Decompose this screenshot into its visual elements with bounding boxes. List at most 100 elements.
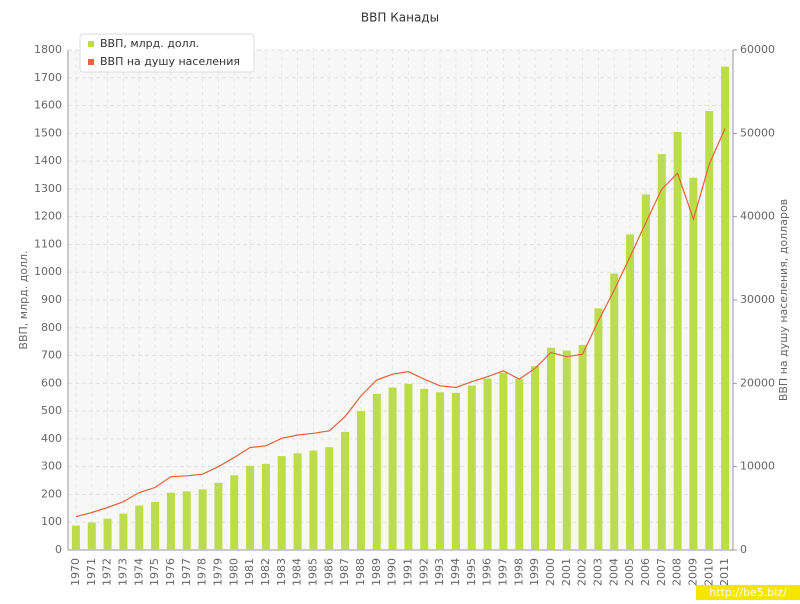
x-tick-label: 2006	[639, 558, 652, 586]
x-tick-label: 2003	[591, 558, 604, 586]
bar	[341, 431, 350, 550]
bar	[451, 392, 460, 550]
bar	[182, 491, 191, 550]
bar	[246, 465, 255, 550]
chart-title: ВВП Канады	[361, 11, 439, 25]
bar	[325, 447, 334, 550]
x-tick-label: 1991	[401, 558, 414, 586]
y-tick-label: 1600	[34, 99, 62, 112]
bar	[641, 194, 650, 550]
bar	[562, 350, 571, 550]
x-tick-label: 1982	[259, 558, 272, 586]
x-tick-label: 1980	[227, 558, 240, 586]
bar	[293, 453, 302, 550]
x-tick-label: 1985	[306, 558, 319, 586]
bar	[198, 489, 207, 550]
y-tick-label: 1500	[34, 126, 62, 139]
y2-tick-label: 20000	[740, 376, 775, 389]
bar	[151, 501, 160, 550]
bar	[467, 385, 476, 550]
x-tick-label: 2007	[655, 558, 668, 586]
x-tick-label: 1978	[196, 558, 209, 586]
bar	[372, 393, 381, 550]
x-tick-label: 1972	[101, 558, 114, 586]
x-tick-label: 2004	[607, 558, 620, 586]
bar	[436, 392, 445, 550]
y2-axis-title: ВВП на душу населения, долларов	[777, 199, 790, 401]
bar	[578, 345, 587, 550]
y-tick-label: 1700	[34, 71, 62, 84]
x-tick-label: 1976	[164, 558, 177, 586]
bar	[483, 378, 492, 550]
bar	[87, 522, 96, 550]
bar	[309, 450, 318, 550]
bar	[705, 111, 714, 550]
x-tick-label: 2009	[686, 558, 699, 586]
y-tick-label: 1300	[34, 182, 62, 195]
bar	[71, 525, 80, 550]
x-tick-label: 1981	[243, 558, 256, 586]
x-tick-label: 1999	[528, 558, 541, 586]
x-tick-label: 2001	[560, 558, 573, 586]
y-tick-label: 1800	[34, 43, 62, 56]
y-tick-label: 500	[41, 404, 62, 417]
legend-swatch	[88, 41, 94, 47]
bar	[721, 66, 730, 551]
y-tick-label: 300	[41, 460, 62, 473]
x-tick-label: 1992	[417, 558, 430, 586]
bar	[166, 492, 175, 550]
bar	[230, 475, 239, 550]
y2-tick-label: 60000	[740, 43, 775, 56]
y-tick-label: 100	[41, 515, 62, 528]
bar	[515, 379, 524, 550]
x-tick-label: 1973	[116, 558, 129, 586]
x-tick-label: 1971	[85, 558, 98, 586]
y-tick-label: 600	[41, 376, 62, 389]
x-tick-label: 1995	[465, 558, 478, 586]
bar	[404, 383, 413, 550]
legend-box	[79, 33, 255, 73]
bar	[626, 234, 635, 550]
bar	[610, 273, 619, 550]
bar	[689, 177, 698, 550]
bar	[499, 372, 508, 550]
x-tick-label: 1997	[496, 558, 509, 586]
y2-tick-label: 0	[740, 543, 747, 556]
y2-tick-label: 50000	[740, 126, 775, 139]
y-tick-label: 400	[41, 432, 62, 445]
x-tick-label: 1990	[386, 558, 399, 586]
x-tick-label: 2002	[576, 558, 589, 586]
x-tick-label: 1996	[481, 558, 494, 586]
x-tick-label: 1974	[132, 558, 145, 586]
x-tick-label: 1983	[275, 558, 288, 586]
bar	[277, 456, 286, 550]
bar	[388, 387, 397, 550]
bar	[673, 131, 682, 550]
x-tick-label: 2005	[623, 558, 636, 586]
legend-swatch	[88, 59, 94, 65]
y-tick-label: 1200	[34, 210, 62, 223]
legend-label: ВВП, млрд. долл.	[100, 37, 199, 50]
watermark: http://be5.biz/	[709, 586, 787, 599]
y-tick-label: 800	[41, 321, 62, 334]
bar	[214, 482, 223, 550]
line	[75, 128, 726, 518]
y-tick-label: 1000	[34, 265, 62, 278]
y2-tick-label: 30000	[740, 293, 775, 306]
x-tick-label: 1987	[338, 558, 351, 586]
x-tick-label: 1988	[354, 558, 367, 586]
x-tick-label: 1984	[291, 558, 304, 586]
x-tick-label: 2010	[702, 558, 715, 586]
x-tick-label: 1998	[512, 558, 525, 586]
bar	[657, 154, 666, 550]
y-axis-title: ВВП, млрд. долл.	[17, 250, 30, 349]
x-tick-label: 1994	[449, 558, 462, 586]
y-tick-label: 0	[55, 543, 62, 556]
bar	[119, 513, 128, 550]
y-tick-label: 200	[41, 487, 62, 500]
x-tick-label: 1970	[69, 558, 82, 586]
watermark-bg	[696, 585, 800, 600]
bar	[261, 463, 270, 550]
y-tick-label: 1100	[34, 237, 62, 250]
